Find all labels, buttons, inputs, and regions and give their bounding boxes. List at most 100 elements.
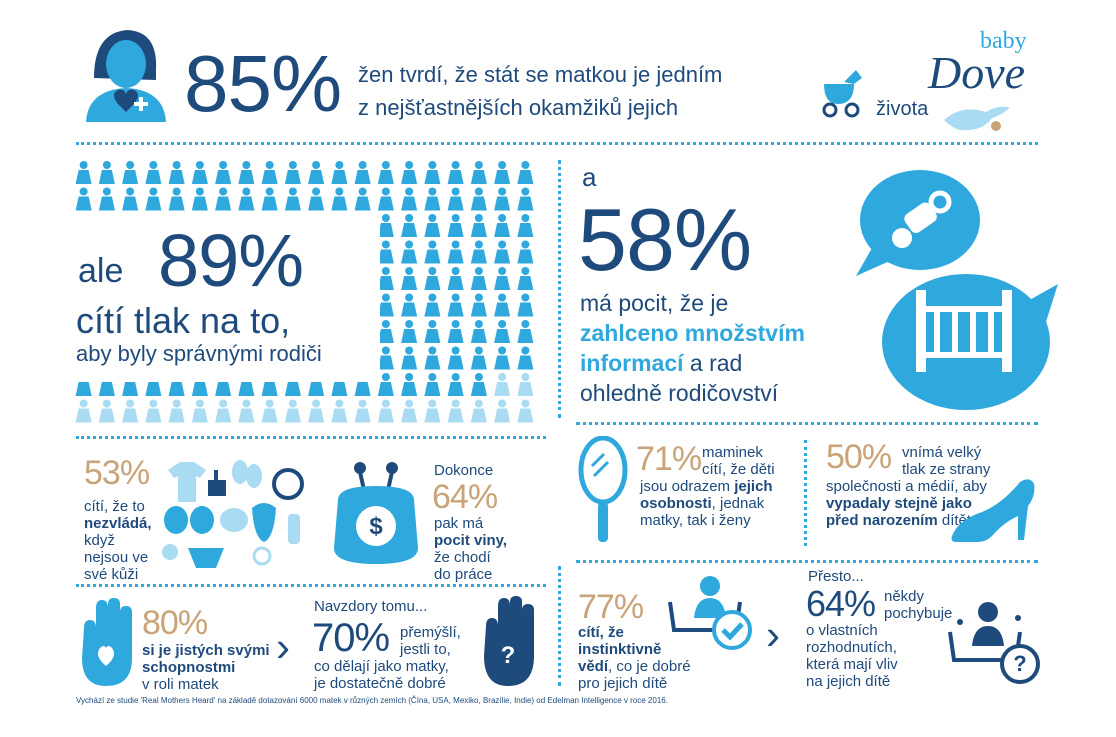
mother-figure xyxy=(354,187,371,211)
hand-mirror-icon xyxy=(578,435,628,546)
top-line3: života xyxy=(876,98,929,120)
stat64b-line1: někdy xyxy=(884,588,925,605)
mother-figure xyxy=(494,161,511,184)
mother-figure xyxy=(168,399,185,423)
stat53-line3: když xyxy=(84,532,115,549)
mother-figure xyxy=(447,214,464,237)
stat71-line3: jsou odrazem jejich xyxy=(640,478,773,495)
mother-figure xyxy=(191,161,208,184)
top-line1: žen tvrdí, že stát se matkou je jedním xyxy=(358,62,723,87)
stat50-percent: 50% xyxy=(826,438,892,476)
mother-figure xyxy=(238,161,255,184)
stat64b-line6: na jejich dítě xyxy=(806,673,891,690)
mother-figure xyxy=(238,187,255,211)
mother-figure xyxy=(401,346,418,370)
stat64b-intro: Přesto... xyxy=(808,568,864,585)
mother-figure xyxy=(401,187,418,211)
dove-bird-icon xyxy=(944,106,1010,131)
mother-figure xyxy=(424,267,441,290)
mother-figure xyxy=(75,187,92,211)
mother-figure xyxy=(261,399,278,423)
mother-figure xyxy=(470,320,487,343)
stat58-line2: zahlceno množstvím xyxy=(580,320,805,346)
stat64b-percent: 64% xyxy=(806,583,876,624)
mother-figure xyxy=(331,161,348,184)
mother-figure xyxy=(145,187,162,211)
mother-figure xyxy=(377,161,394,184)
mother-figure xyxy=(354,161,371,184)
hand-question-icon: ? xyxy=(480,596,536,686)
baby-items-icon xyxy=(158,456,308,576)
mother-figure xyxy=(308,187,325,211)
mother-figure xyxy=(308,161,325,184)
mother-figure xyxy=(401,240,418,264)
mother-figure xyxy=(377,267,394,290)
mother-figure xyxy=(261,161,278,184)
mother-figure xyxy=(377,293,394,317)
stat50-line4: vypadaly stejně jako xyxy=(826,495,972,512)
stat77-line3-bold: vědí xyxy=(578,658,609,675)
stat71-line1: maminek xyxy=(702,444,763,461)
mother-figure xyxy=(470,399,487,423)
mother-figure xyxy=(517,346,534,370)
chevron-right-icon-2: › xyxy=(766,611,780,658)
stat50-line1: vnímá velký xyxy=(902,444,982,461)
mother-figure xyxy=(470,187,487,211)
mother-figure xyxy=(238,399,255,423)
mother-figure xyxy=(447,373,464,396)
mother-figure xyxy=(447,293,464,317)
mother-figure xyxy=(284,161,301,184)
logo-small-text: baby xyxy=(980,28,1027,54)
mother-figure xyxy=(401,373,418,396)
stat71-line3-bold: jejich xyxy=(734,478,773,495)
mother-figure xyxy=(517,240,534,264)
mother-figure xyxy=(401,293,418,317)
divider-top xyxy=(76,142,1038,145)
coin-purse-icon: $ xyxy=(330,460,422,566)
mother-figure xyxy=(470,267,487,290)
mother-figure xyxy=(517,293,534,317)
mother-figure xyxy=(145,161,162,184)
stat58-line4: ohledně rodičovství xyxy=(580,380,779,406)
stat70-line3: co dělají jako matky, xyxy=(314,658,449,675)
stat71-line4: osobnosti, jednak xyxy=(640,495,764,512)
baby-bath-check-icon xyxy=(666,574,756,654)
mother-figure xyxy=(75,161,92,184)
divider-left-mid xyxy=(76,436,546,439)
stat77-line1: cítí, že xyxy=(578,624,624,641)
stat58-line3: informací a rad xyxy=(580,350,742,377)
speech-bubble-pacifier-icon xyxy=(852,168,982,278)
stat58-line1: má pocit, že je xyxy=(580,290,729,316)
mother-figure xyxy=(168,161,185,184)
stat71-line2: cítí, že děti xyxy=(702,461,775,478)
mother-figure xyxy=(470,161,487,184)
mother-figure xyxy=(191,399,208,423)
stat77-line4: pro jejich dítě xyxy=(578,675,668,692)
stat89-line1: cítí tlak na to, xyxy=(76,300,291,341)
stat64a-line4: do práce xyxy=(434,566,493,583)
stat77-percent: 77% xyxy=(578,588,644,626)
mother-figure xyxy=(470,293,487,317)
mother-figure xyxy=(424,399,441,423)
mother-figure xyxy=(261,187,278,211)
mother-figure xyxy=(122,187,139,211)
mother-figure xyxy=(494,293,511,317)
stat50-line3: společnosti a médií, aby xyxy=(826,478,987,495)
footer-source: Vychází ze studie 'Real Mothers Heard' n… xyxy=(76,696,668,705)
mother-figure xyxy=(470,373,487,396)
mother-figure xyxy=(517,187,534,211)
stat53-percent: 53% xyxy=(84,454,150,492)
stat58-prefix: a xyxy=(582,162,597,192)
stroller-icon xyxy=(820,70,866,118)
mother-figure xyxy=(494,399,511,423)
stat80-line1: si je jistých svými xyxy=(142,642,270,659)
mother-figure xyxy=(401,320,418,343)
mother-figure xyxy=(377,399,394,423)
mother-figure xyxy=(494,240,511,264)
mother-figure xyxy=(122,399,139,423)
mother-figure xyxy=(494,187,511,211)
stat77-line3: vědí, co je dobré xyxy=(578,658,691,675)
mother-figure xyxy=(401,161,418,184)
mother-figure xyxy=(424,187,441,211)
mother-figure xyxy=(98,161,115,184)
